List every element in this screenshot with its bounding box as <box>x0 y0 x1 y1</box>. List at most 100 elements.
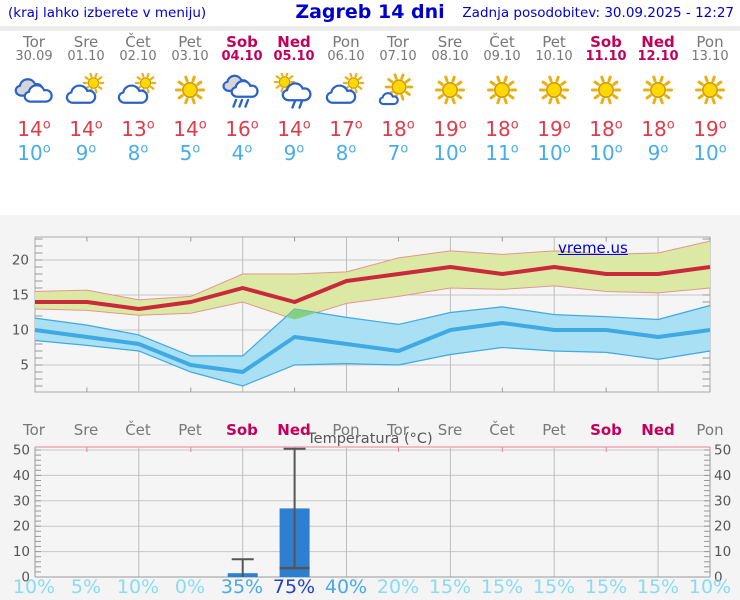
precip-day-label: Čet <box>489 421 515 439</box>
max-temperature: 18o <box>589 117 623 141</box>
day-name: Tor <box>23 33 45 51</box>
precip-day-labels: Tor Sre Čet Pet Sob Ned Pon Tor Sre Čet Pet Sob Ned P… <box>8 421 736 439</box>
day-date: 05.10 <box>273 49 315 64</box>
day-column: Pon 13.10 19o 10o <box>684 31 736 164</box>
svg-text:50: 50 <box>714 444 731 459</box>
day-name: Sob <box>590 33 622 51</box>
min-temperature: 4o <box>231 141 253 165</box>
precip-probability: 10% <box>12 576 56 598</box>
precip-probability: 10% <box>116 576 160 598</box>
day-date: 12.10 <box>637 49 679 64</box>
day-name: Pet <box>542 33 566 51</box>
precip-probability: 0% <box>174 576 206 598</box>
precip-day-label: Ned <box>641 421 675 439</box>
day-date: 01.10 <box>67 49 105 64</box>
day-name: Tor <box>387 33 409 51</box>
day-date: 03.10 <box>171 49 209 64</box>
day-name: Pon <box>696 33 724 51</box>
max-temperature: 19o <box>693 117 727 141</box>
vreme-us-link[interactable]: vreme.us <box>558 239 628 257</box>
location-hint: (kraj lahko izberete v meniju) <box>8 5 207 21</box>
precip-probability: 5% <box>70 576 102 598</box>
temperature-chart-title: Temperatura (°C) <box>307 431 433 447</box>
sunny-icon <box>480 73 524 109</box>
precip-day-label: Sob <box>590 421 622 439</box>
precip-probability: 15% <box>584 576 628 598</box>
day-column: Tor 07.10 18o 7o <box>372 31 424 164</box>
svg-text:15: 15 <box>12 288 29 304</box>
svg-text:0: 0 <box>714 570 723 585</box>
max-temperature: 19o <box>537 117 571 141</box>
day-column: Pon 06.10 17o 8o <box>320 31 372 164</box>
day-date: 10.10 <box>535 49 573 64</box>
precip-probability: 15% <box>532 576 576 598</box>
min-temperature: 9o <box>283 141 305 165</box>
day-column: Sob 11.10 18o 10o <box>580 31 632 164</box>
day-name: Ned <box>277 33 311 51</box>
max-temperature: 16o <box>225 117 259 141</box>
sunny-icon <box>636 73 680 109</box>
day-name: Pet <box>178 33 202 51</box>
day-name: Sob <box>226 33 258 51</box>
precip-probability: 20% <box>376 576 420 598</box>
sunny-icon <box>428 73 472 109</box>
day-date: 13.10 <box>691 49 729 64</box>
day-date: 06.10 <box>327 49 365 64</box>
svg-text:40: 40 <box>13 468 30 484</box>
svg-text:10: 10 <box>714 544 731 560</box>
precip-probability: 15% <box>480 576 524 598</box>
sun-rain-icon <box>272 73 316 109</box>
min-temperature: 9o <box>647 141 669 165</box>
precip-day-label: Tor <box>387 421 409 439</box>
precip-day-label: Sob <box>226 421 258 439</box>
max-temperature: 18o <box>381 117 415 141</box>
day-column: Čet 02.10 13o 8o <box>112 31 164 164</box>
precip-day-label: Sre <box>437 421 463 439</box>
max-temperature: 14o <box>173 117 207 141</box>
max-temperature: 18o <box>485 117 519 141</box>
max-temperature: 18o <box>641 117 675 141</box>
svg-text:20: 20 <box>13 519 30 535</box>
day-date: 11.10 <box>585 49 627 64</box>
day-name: Čet <box>125 33 151 51</box>
precip-day-label: Pon <box>696 421 724 439</box>
day-column: Pet 10.10 19o 10o <box>528 31 580 164</box>
precip-day-label: Tor <box>23 421 45 439</box>
day-column: Sre 01.10 14o 9o <box>60 31 112 164</box>
sunny-icon <box>584 73 628 109</box>
min-temperature: 10o <box>537 141 571 165</box>
header-bar: (kraj lahko izberete v meniju) Zagreb 14… <box>0 0 740 26</box>
day-column: Čet 09.10 18o 11o <box>476 31 528 164</box>
max-temperature: 14o <box>69 117 103 141</box>
day-column: Pet 03.10 14o 5o <box>164 31 216 164</box>
precip-day-label: Pet <box>178 421 202 439</box>
precip-probability: 75% <box>272 576 316 598</box>
min-temperature: 8o <box>335 141 357 165</box>
forecast-table: Tor 30.09 14o 10o Sre 01.10 14o 9o Čet 02.10 13o 8o… <box>8 31 736 164</box>
min-temperature: 10o <box>17 141 51 165</box>
sun-smallcloud-icon <box>376 73 420 109</box>
min-temperature: 10o <box>693 141 727 165</box>
day-date: 09.10 <box>483 49 521 64</box>
min-temperature: 7o <box>387 141 409 165</box>
svg-text:5: 5 <box>20 358 29 374</box>
min-temperature: 11o <box>485 141 519 165</box>
precip-probability: 40% <box>324 576 368 598</box>
svg-text:40: 40 <box>714 468 731 484</box>
day-date: 07.10 <box>379 49 417 64</box>
svg-text:50: 50 <box>13 444 30 459</box>
day-name: Sre <box>437 33 463 51</box>
precip-day-label: Sre <box>73 421 99 439</box>
precip-day-label: Pet <box>542 421 566 439</box>
day-name: Čet <box>489 33 515 51</box>
page-title: Zagreb 14 dni <box>295 1 445 23</box>
precip-day-label: Pon <box>332 421 360 439</box>
day-date: 02.10 <box>119 49 157 64</box>
svg-text:20: 20 <box>714 519 731 535</box>
day-column: Sre 08.10 19o 10o <box>424 31 476 164</box>
svg-text:30: 30 <box>714 493 731 509</box>
last-updated: Zadnja posodobitev: 30.09.2025 - 12:27 <box>462 5 734 21</box>
precip-probability-row: 10% 5% 10% 0% 35% 75% 40% 20% 15% 15% 15% 15% 15% 10% <box>8 576 736 599</box>
max-temperature: 13o <box>121 117 155 141</box>
